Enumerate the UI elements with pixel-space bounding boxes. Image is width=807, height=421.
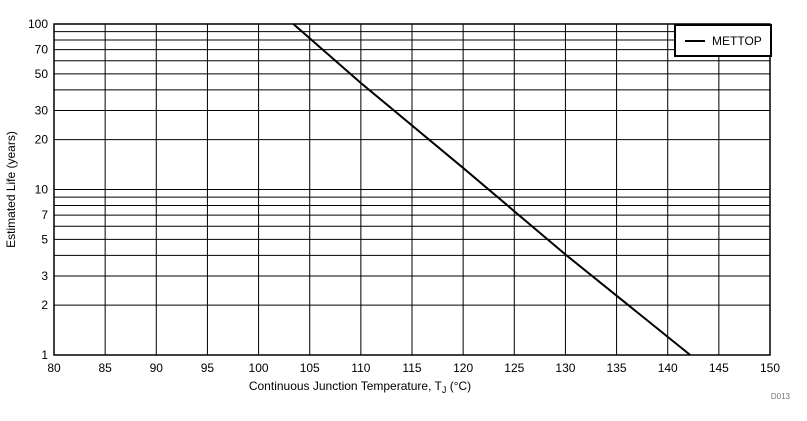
y-tick-labels: 1 2 3 5 7 10 20 30 50 70 100 bbox=[28, 17, 48, 362]
y-axis-title: Estimated Life (years) bbox=[4, 131, 18, 248]
x-tick-label: 80 bbox=[47, 361, 61, 375]
x-tick-label: 150 bbox=[760, 361, 780, 375]
x-axis-title-main: Continuous Junction Temperature, T bbox=[249, 379, 443, 393]
x-tick-label: 120 bbox=[453, 361, 473, 375]
y-tick-label: 3 bbox=[41, 269, 48, 283]
y-tick-label: 20 bbox=[35, 133, 49, 147]
x-tick-label: 105 bbox=[300, 361, 320, 375]
legend: METTOP bbox=[674, 24, 772, 57]
y-tick-label: 50 bbox=[35, 67, 49, 81]
x-tick-label: 130 bbox=[555, 361, 575, 375]
y-tick-label: 10 bbox=[35, 183, 49, 197]
y-tick-label: 70 bbox=[35, 43, 49, 57]
x-tick-label: 95 bbox=[201, 361, 215, 375]
x-tick-labels: 80 85 90 95 100 105 110 115 120 125 130 135 140 145 15… bbox=[47, 361, 780, 375]
x-tick-label: 140 bbox=[658, 361, 678, 375]
x-tick-label: 110 bbox=[351, 361, 370, 375]
x-tick-label: 90 bbox=[150, 361, 164, 375]
figure-id-label: D013 bbox=[771, 392, 791, 401]
x-axis-title: Continuous Junction Temperature, TJ (°C) bbox=[249, 379, 471, 395]
x-tick-label: 135 bbox=[607, 361, 627, 375]
x-tick-label: 100 bbox=[249, 361, 269, 375]
plot-frame bbox=[53, 23, 771, 356]
gridlines bbox=[53, 23, 771, 356]
x-tick-label: 85 bbox=[98, 361, 112, 375]
y-tick-label: 7 bbox=[41, 208, 48, 222]
y-tick-label: 5 bbox=[41, 232, 48, 246]
legend-label: METTOP bbox=[712, 34, 762, 48]
y-tick-label: 30 bbox=[35, 104, 49, 118]
x-tick-label: 125 bbox=[504, 361, 524, 375]
series-line-mettop bbox=[292, 23, 691, 356]
x-tick-label: 115 bbox=[402, 361, 421, 375]
y-tick-label: 2 bbox=[41, 298, 48, 312]
x-axis-title-unit: (°C) bbox=[446, 379, 471, 393]
x-axis-title-subscript: J bbox=[442, 385, 447, 395]
y-tick-label: 1 bbox=[41, 348, 48, 362]
x-tick-label: 145 bbox=[709, 361, 729, 375]
y-tick-label: 100 bbox=[28, 17, 48, 31]
